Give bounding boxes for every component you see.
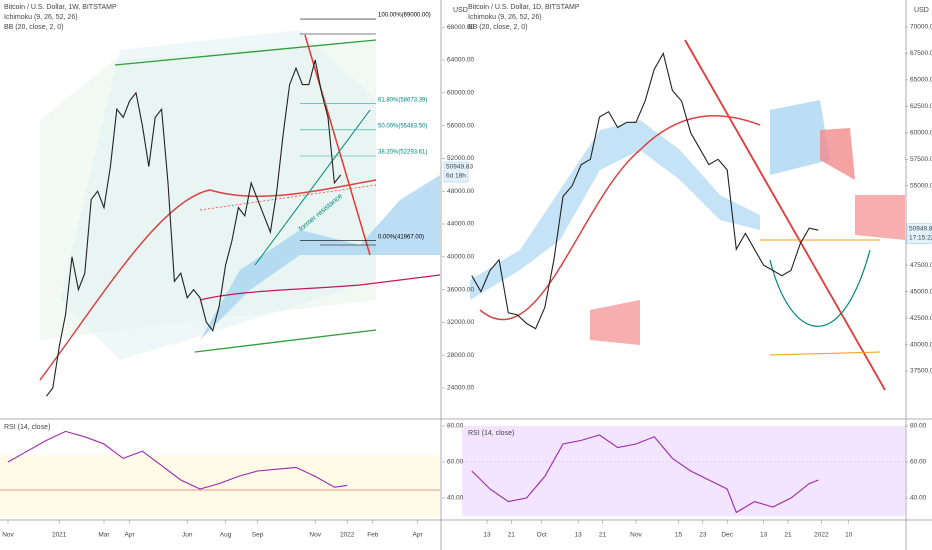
y-tick-label: 70000.00 <box>910 24 932 31</box>
indicator: BB (20, close, 2, 0) <box>468 24 528 31</box>
fib-label: 50.00%(55483.50) <box>378 123 427 129</box>
y-tick-label: 60.00 <box>447 459 464 466</box>
last-price-box <box>443 161 469 183</box>
x-tick-label: Apr <box>413 532 424 539</box>
x-tick-label: Mar <box>98 532 110 539</box>
y-tick-label: 80.00 <box>447 423 464 430</box>
x-tick-label: Nov <box>309 532 321 539</box>
x-tick-label: 10 <box>845 532 853 539</box>
x-tick-label: 21 <box>599 532 607 539</box>
fib-label: 0.00%(41967.00) <box>378 234 424 240</box>
chart-title: Bitcoin / U.S. Dollar, 1W, BITSTAMP <box>4 4 117 11</box>
x-tick-label: 15 <box>675 532 683 539</box>
x-tick-label: 21 <box>508 532 516 539</box>
y-tick-label: 40000.00 <box>447 254 474 261</box>
y-tick-label: 32000.00 <box>447 319 474 326</box>
last-price: 50949.83 <box>909 225 932 232</box>
y-tick-label: 67500.00 <box>910 50 932 57</box>
price-line <box>471 434 819 514</box>
chart-title: Bitcoin / U.S. Dollar, 1D, BITSTAMP <box>468 4 580 11</box>
x-tick-label: 2022 <box>340 532 355 539</box>
y-tick-label: 45000.00 <box>910 288 932 295</box>
y-tick-label: 40.00 <box>447 495 464 502</box>
fib-label: 100.00%(69000.00) <box>378 13 431 19</box>
y-tick-label: 36000.00 <box>447 286 474 293</box>
price-line <box>45 59 342 397</box>
x-tick-label: 2021 <box>52 532 67 539</box>
price-line <box>7 430 348 490</box>
rsi-title: RSI (14, close) <box>4 424 50 431</box>
y-tick-label: 57500.00 <box>910 156 932 163</box>
x-tick-label: Nov <box>2 532 14 539</box>
x-tick-label: 13 <box>575 532 583 539</box>
fib-label: 61.80%(58673.39) <box>378 97 427 103</box>
currency: USD <box>453 7 468 14</box>
y-tick-label: 47500.00 <box>910 262 932 269</box>
y-tick-label: 37500.00 <box>910 368 932 375</box>
indicator: BB (20, close, 2, 0) <box>4 24 64 31</box>
y-tick-label: 80.00 <box>910 423 927 430</box>
y-tick-label: 42500.00 <box>910 315 932 322</box>
y-tick-label: 52000.00 <box>447 155 474 162</box>
x-tick-label: Aug <box>220 532 232 539</box>
y-tick-label: 60000.00 <box>910 130 932 137</box>
y-tick-label: 40.00 <box>910 495 927 502</box>
countdown: 6d 18h <box>446 173 466 180</box>
fib-label: 38.20%(52293.61) <box>378 150 427 156</box>
y-tick-label: 44000.00 <box>447 221 474 228</box>
decorations <box>0 30 905 517</box>
x-tick-label: 13 <box>483 532 491 539</box>
x-tick-label: Nov <box>630 532 642 539</box>
y-tick-label: 65000.00 <box>910 77 932 84</box>
countdown: 17:15:22 <box>909 234 932 241</box>
y-tick-label: 24000.00 <box>447 385 474 392</box>
rsi-title: RSI (14, close) <box>468 430 514 437</box>
x-tick-label: Sep <box>252 532 264 539</box>
x-tick-label: 2022 <box>814 532 829 539</box>
indicator: Ichimoku (9, 26, 52, 26) <box>4 14 78 21</box>
y-tick-label: 28000.00 <box>447 352 474 359</box>
x-tick-label: Feb <box>367 532 379 539</box>
currency: USD <box>914 7 929 14</box>
y-tick-label: 62500.00 <box>910 103 932 110</box>
y-tick-label: 68000.00 <box>447 24 474 31</box>
price-line <box>471 52 819 330</box>
last-price: 50949.83 <box>446 164 473 171</box>
x-tick-label: Apr <box>125 532 136 539</box>
y-tick-label: 40000.00 <box>910 341 932 348</box>
y-tick-label: 60000.00 <box>447 90 474 97</box>
x-tick-label: Dec <box>721 532 733 539</box>
x-tick-label: 21 <box>784 532 792 539</box>
y-tick-label: 56000.00 <box>447 122 474 129</box>
y-tick-label: 48000.00 <box>447 188 474 195</box>
x-tick-label: 13 <box>760 532 768 539</box>
x-tick-label: 23 <box>699 532 707 539</box>
y-tick-label: 64000.00 <box>447 57 474 64</box>
last-price-box <box>906 223 932 244</box>
y-tick-label: 55000.00 <box>910 182 932 189</box>
indicator: Ichimoku (9, 26, 52, 26) <box>468 14 542 21</box>
x-tick-label: Jun <box>182 532 193 539</box>
y-tick-label: 60.00 <box>910 459 927 466</box>
x-tick-label: Oct <box>537 532 547 539</box>
